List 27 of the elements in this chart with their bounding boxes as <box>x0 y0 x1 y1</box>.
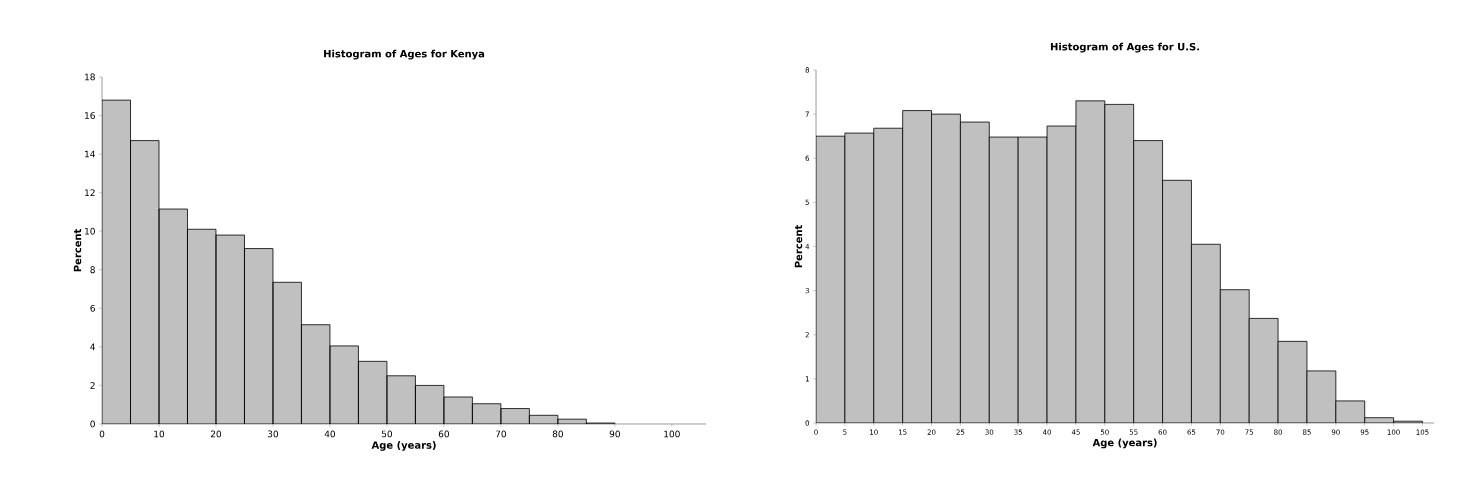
x-tick-label: 10 <box>154 430 165 438</box>
x-tick-label: 50 <box>381 430 393 438</box>
x-tick-label: 80 <box>552 430 563 438</box>
x-tick-label: 40 <box>324 430 336 438</box>
x-tick-label: 0 <box>99 430 105 438</box>
x-axis-title: Age (years) <box>1092 438 1157 449</box>
x-tick-label: 60 <box>438 430 450 438</box>
y-axis-title: Percent <box>794 224 803 268</box>
y-tick-label: 8 <box>90 266 95 274</box>
y-tick-label: 18 <box>85 73 95 81</box>
x-tick-label: 20 <box>210 430 222 438</box>
y-axis-title: Percent <box>73 228 82 272</box>
chart-title: Histogram of Ages for U.S. <box>1050 42 1199 53</box>
chart-title: Histogram of Ages for Kenya <box>324 49 485 60</box>
x-tick-label: 30 <box>267 430 279 438</box>
x-axis-title: Age (years) <box>371 441 436 451</box>
y-tick-label: 4 <box>90 343 95 351</box>
y-tick-label: 16 <box>85 112 95 119</box>
y-tick-label: 6 <box>90 304 95 312</box>
x-tick-label: 100 <box>664 430 680 438</box>
y-tick-label: 10 <box>85 227 95 235</box>
y-tick-label: 2 <box>90 382 95 389</box>
x-tick-label: 90 <box>609 430 620 438</box>
y-tick-label: 12 <box>85 189 95 196</box>
y-tick-label: 14 <box>85 150 95 158</box>
x-tick-label: 70 <box>495 430 506 438</box>
y-tick-label: 0 <box>90 420 95 428</box>
